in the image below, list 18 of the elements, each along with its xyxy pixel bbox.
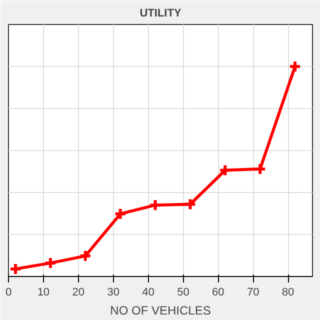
chart-title: UTILITY (140, 8, 182, 20)
x-tick-label: 10 (37, 286, 50, 298)
point (44, 256, 57, 270)
x-tick-label: 20 (72, 286, 85, 298)
x-tick-label: 40 (142, 286, 154, 298)
point (184, 198, 197, 211)
point (218, 164, 232, 177)
x-tick-label: 60 (212, 286, 224, 298)
x-tick-label: 50 (177, 286, 190, 298)
x-tick-label: 30 (107, 286, 120, 298)
x-tick-label: 70 (246, 286, 260, 298)
point (114, 207, 127, 220)
point (78, 249, 92, 262)
x-tick-label: 0 (5, 286, 12, 298)
x-tick-label: 80 (282, 286, 294, 298)
point (254, 162, 267, 176)
point (148, 198, 162, 212)
x-axis-title: NO OF VEHICLES (110, 304, 211, 318)
